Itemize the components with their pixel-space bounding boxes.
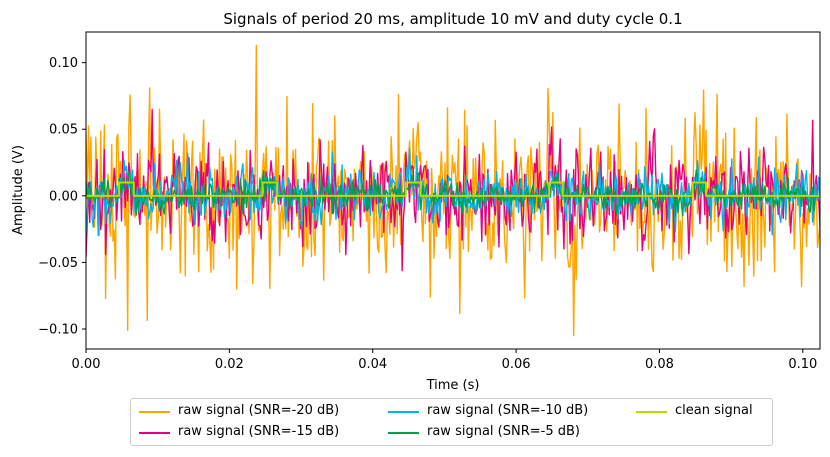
legend-label: raw signal (SNR=-10 dB) — [427, 403, 589, 418]
x-axis-ticks: 0.00 0.02 0.04 0.06 0.08 0.10 — [72, 349, 817, 372]
y-tick-label: −0.05 — [38, 256, 78, 271]
legend-label: raw signal (SNR=-5 dB) — [427, 424, 580, 439]
legend-swatch — [139, 432, 170, 434]
x-axis-label: Time (s) — [426, 378, 480, 393]
legend-swatch — [139, 411, 170, 413]
chart-title: Signals of period 20 ms, amplitude 10 mV… — [223, 10, 682, 28]
plot-frame — [85, 31, 821, 350]
legend: raw signal (SNR=-20 dB) raw signal (SNR=… — [130, 398, 773, 446]
legend-swatch — [636, 411, 667, 413]
x-tick-label: 0.00 — [72, 357, 101, 372]
legend-label: raw signal (SNR=-20 dB) — [178, 403, 340, 418]
series-line-clean-signal — [86, 181, 820, 197]
y-axis-label: Amplitude (V) — [11, 145, 26, 235]
x-tick-label: 0.10 — [788, 357, 817, 372]
x-tick-label: 0.08 — [645, 357, 674, 372]
legend-swatch — [388, 411, 419, 413]
legend-swatch — [388, 432, 419, 434]
x-tick-label: 0.02 — [215, 357, 244, 372]
x-tick-label: 0.06 — [502, 357, 531, 372]
y-tick-label: 0.10 — [49, 56, 78, 71]
y-tick-label: 0.00 — [49, 189, 78, 204]
series-line-raw-signal-snr-20-db — [86, 44, 820, 337]
legend-label: raw signal (SNR=-15 dB) — [178, 424, 340, 439]
series-layer — [86, 44, 820, 337]
y-tick-label: −0.10 — [38, 323, 78, 338]
y-tick-label: 0.05 — [49, 123, 78, 138]
x-tick-label: 0.04 — [358, 357, 387, 372]
y-axis-ticks: −0.10 −0.05 0.00 0.05 0.10 — [38, 56, 86, 338]
legend-label: clean signal — [675, 403, 753, 418]
